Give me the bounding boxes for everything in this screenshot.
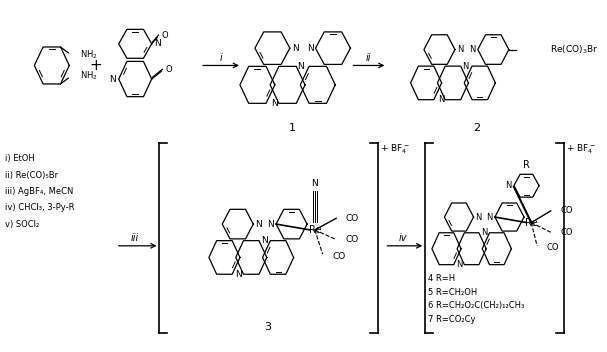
Text: 7 R=CO₂Cy: 7 R=CO₂Cy: [428, 315, 475, 324]
Text: R: R: [523, 160, 530, 170]
Text: N: N: [261, 236, 268, 245]
Text: CO: CO: [346, 235, 359, 244]
Text: iii: iii: [131, 233, 140, 243]
Text: O: O: [166, 65, 172, 74]
Text: N: N: [297, 62, 304, 71]
Text: 2: 2: [473, 124, 480, 133]
Text: ii) Re(CO)₅Br: ii) Re(CO)₅Br: [5, 170, 58, 180]
Text: 5 R=CH₂OH: 5 R=CH₂OH: [428, 288, 477, 297]
Text: +: +: [89, 58, 102, 73]
Text: N: N: [506, 181, 512, 190]
Text: 6 R=CH₂O₂C(CH₂)₁₂CH₃: 6 R=CH₂O₂C(CH₂)₁₂CH₃: [428, 301, 524, 310]
Text: N: N: [268, 220, 274, 228]
Text: i: i: [219, 53, 222, 63]
Text: N: N: [457, 45, 463, 54]
Text: NH$_2$: NH$_2$: [80, 70, 98, 82]
Text: N: N: [109, 75, 116, 83]
Text: CO: CO: [547, 243, 559, 252]
Text: N: N: [292, 44, 299, 53]
Text: N: N: [255, 220, 262, 228]
Text: N: N: [481, 228, 487, 237]
Text: CO: CO: [332, 252, 345, 260]
Text: Re: Re: [308, 225, 321, 235]
Text: N: N: [438, 95, 444, 104]
Text: N: N: [469, 45, 476, 54]
Text: v) SOCl₂: v) SOCl₂: [5, 220, 39, 229]
Text: N: N: [462, 62, 468, 71]
Text: iv: iv: [399, 233, 407, 243]
Text: CO: CO: [560, 206, 573, 215]
Text: N: N: [235, 270, 242, 279]
Text: CO: CO: [560, 228, 573, 237]
Text: + BF$_4^-$: + BF$_4^-$: [566, 142, 595, 156]
Text: 1: 1: [289, 124, 296, 133]
Text: 4 R=H: 4 R=H: [428, 274, 455, 283]
Text: N: N: [271, 99, 278, 108]
Text: iv) CHCl₃, 3-Py-R: iv) CHCl₃, 3-Py-R: [5, 203, 75, 213]
Text: i) EtOH: i) EtOH: [5, 154, 35, 163]
Text: N: N: [307, 44, 314, 53]
Text: NH$_2$: NH$_2$: [80, 49, 98, 61]
Text: N: N: [475, 213, 482, 221]
Text: Re: Re: [525, 218, 538, 227]
Text: iii) AgBF₄, MeCN: iii) AgBF₄, MeCN: [5, 187, 73, 196]
Text: Re(CO)$_3$Br: Re(CO)$_3$Br: [551, 43, 599, 56]
Text: + BF$_4^-$: + BF$_4^-$: [379, 142, 409, 156]
Text: N: N: [487, 213, 493, 221]
Text: N: N: [311, 179, 318, 188]
Text: N: N: [155, 39, 161, 48]
Text: N: N: [456, 260, 463, 269]
Text: 3: 3: [265, 322, 271, 332]
Text: O: O: [162, 31, 169, 39]
Text: CO: CO: [346, 214, 359, 223]
Text: ii: ii: [366, 53, 371, 63]
